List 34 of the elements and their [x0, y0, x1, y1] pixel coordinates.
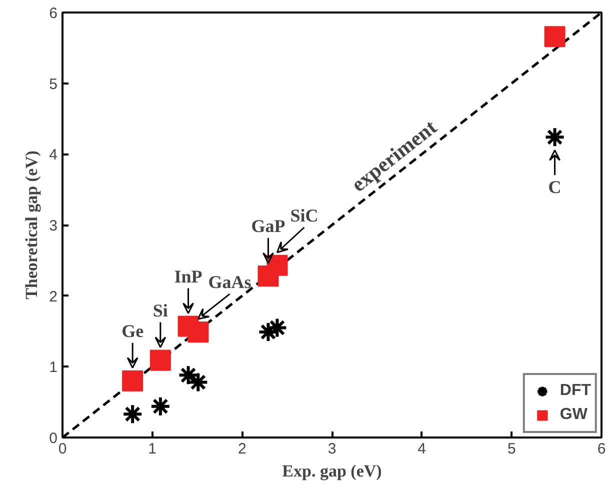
point	[150, 396, 171, 417]
annotation: Ge	[122, 320, 144, 341]
x-axis-title: Exp. gap (eV)	[282, 462, 382, 480]
x-tick-label: 3	[328, 440, 336, 458]
legend-label: GW	[560, 406, 588, 424]
point	[150, 350, 171, 371]
y-tick-label: 3	[49, 218, 58, 234]
y-tick-label: 2	[49, 288, 58, 306]
point	[178, 364, 199, 386]
y-tick-label: 6	[49, 5, 58, 22]
x-tick-label: 6	[597, 440, 606, 458]
point	[188, 372, 209, 393]
annotation: C	[548, 177, 562, 198]
x-tick-label: 4	[418, 440, 426, 458]
annotation: InP	[174, 266, 202, 286]
annotation: SiC	[290, 205, 318, 226]
y-tick-label: 1	[49, 359, 58, 376]
y-tick-label: 0	[49, 430, 58, 447]
x-tick-label: 2	[238, 440, 246, 458]
legend-label: DFT	[560, 382, 591, 400]
y-tick-label: 5	[49, 76, 58, 93]
annotation: GaAs	[208, 272, 252, 292]
point	[544, 126, 566, 148]
point	[266, 254, 288, 276]
y-axis-title: Theoretical gap (eV)	[22, 150, 42, 300]
point	[188, 321, 209, 342]
x-tick-label: 1	[148, 440, 157, 458]
point	[122, 370, 144, 392]
annotation: Si	[152, 300, 168, 320]
x-tick-label: 5	[507, 440, 516, 458]
y-tick-label: 4	[49, 146, 58, 164]
point	[122, 404, 144, 425]
point	[544, 26, 566, 48]
annotation: GaP	[251, 216, 286, 236]
